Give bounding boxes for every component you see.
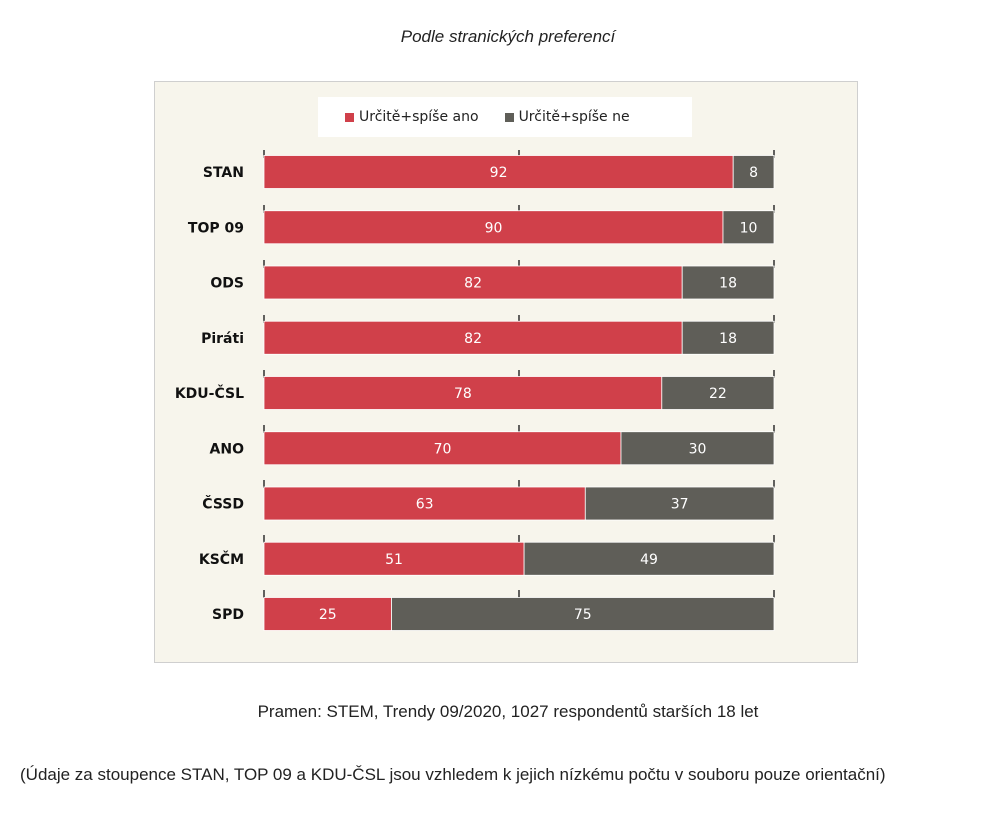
data-label-yes: 82 bbox=[464, 276, 482, 292]
bar-no bbox=[722, 210, 775, 245]
data-label-yes: 63 bbox=[416, 497, 434, 513]
bar-no bbox=[523, 541, 775, 576]
data-label-no: 30 bbox=[689, 441, 707, 457]
category-label: SPD bbox=[212, 607, 244, 623]
bar-no bbox=[391, 597, 775, 631]
footnote: (Údaje za stoupence STAN, TOP 09 a KDU-Č… bbox=[20, 765, 886, 784]
data-label-no: 75 bbox=[574, 607, 592, 623]
bar-yes bbox=[263, 486, 586, 521]
bar-yes bbox=[263, 431, 622, 466]
data-label-no: 10 bbox=[740, 220, 758, 236]
category-label: STAN bbox=[203, 165, 244, 181]
bar-no bbox=[584, 486, 775, 521]
data-label-no: 37 bbox=[671, 497, 689, 513]
bar-yes bbox=[263, 155, 734, 189]
chart-heading: Podle stranických preferencí bbox=[400, 27, 616, 46]
bar-yes bbox=[263, 210, 724, 245]
category-label: KDU-ČSL bbox=[175, 384, 244, 402]
data-label-yes: 25 bbox=[319, 607, 337, 623]
data-label-yes: 92 bbox=[490, 165, 508, 181]
legend-label-yes: Určitě+spíše ano bbox=[359, 109, 479, 125]
data-label-yes: 82 bbox=[464, 331, 482, 347]
chart-legend: Určitě+spíše ano Určitě+spíše ne bbox=[318, 97, 692, 137]
category-label: ANO bbox=[210, 441, 245, 457]
bar-yes bbox=[263, 597, 392, 631]
data-label-yes: 51 bbox=[385, 552, 403, 568]
category-label: TOP 09 bbox=[188, 220, 244, 236]
bar-no bbox=[681, 320, 775, 355]
bar-no bbox=[732, 155, 775, 189]
source-note: Pramen: STEM, Trendy 09/2020, 1027 respo… bbox=[257, 702, 759, 721]
legend-swatch-yes bbox=[345, 112, 354, 122]
bar-no bbox=[681, 265, 775, 300]
data-label-yes: 78 bbox=[454, 386, 472, 402]
bar-no bbox=[661, 376, 775, 410]
legend-item-no: Určitě+spíše ne bbox=[504, 109, 630, 125]
bar-yes bbox=[263, 320, 683, 355]
data-label-no: 8 bbox=[749, 165, 758, 181]
bar-yes bbox=[263, 265, 683, 300]
category-label: Piráti bbox=[201, 331, 244, 347]
data-label-no: 22 bbox=[709, 386, 727, 402]
data-label-no: 18 bbox=[719, 276, 737, 292]
data-label-yes: 70 bbox=[434, 441, 452, 457]
category-label: ČSSD bbox=[202, 495, 244, 513]
bar-no bbox=[620, 431, 775, 466]
data-label-no: 18 bbox=[719, 331, 737, 347]
data-label-yes: 90 bbox=[485, 220, 503, 236]
category-label: ODS bbox=[210, 276, 244, 292]
legend-label-no: Určitě+spíše ne bbox=[518, 109, 630, 125]
category-label: KSČM bbox=[199, 550, 244, 568]
legend-item-yes: Určitě+spíše ano bbox=[345, 109, 479, 125]
legend-swatch-no bbox=[504, 112, 514, 122]
bar-yes bbox=[263, 541, 525, 576]
bar-yes bbox=[263, 376, 663, 410]
data-label-no: 49 bbox=[640, 552, 658, 568]
